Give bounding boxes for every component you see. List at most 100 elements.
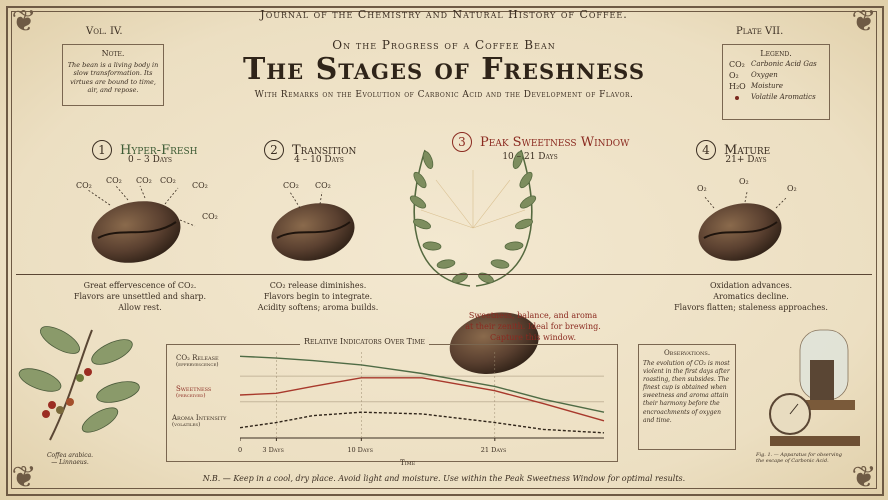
legend-label: Moisture xyxy=(751,82,784,90)
stage-1-description: Great effervescence of CO₂. Flavors are … xyxy=(60,280,220,314)
legend-symbol xyxy=(729,93,751,102)
x-tick-label: 3 Days xyxy=(262,446,284,454)
stage-name: Hyper-Fresh xyxy=(120,142,198,158)
note-title: Note. xyxy=(101,49,125,58)
x-axis-label: Time xyxy=(400,459,416,467)
stage-number: 1 xyxy=(92,140,112,160)
o2-label: O₂ xyxy=(697,184,707,193)
stage-number: 3 xyxy=(452,132,472,152)
stage-desc-line: Flavors flatten; staleness approaches. xyxy=(674,303,828,313)
chart-title: Relative Indicators Over Time xyxy=(300,337,429,346)
page-title: The Stages of Freshness xyxy=(242,52,646,87)
supertitle: On the Progress of a Coffee Bean xyxy=(332,38,556,52)
volume-label: Vol. IV. xyxy=(86,26,123,37)
stage-days: 10 – 21 Days xyxy=(502,152,558,162)
legend-symbol: O₂ xyxy=(729,71,739,80)
stage-4-header: 4 Mature xyxy=(696,140,770,160)
co2-label: CO₂ xyxy=(283,181,299,190)
x-tick-label: 0 xyxy=(238,446,243,454)
stage-name: Transition xyxy=(292,142,357,158)
series-name: Sweetness xyxy=(176,385,212,393)
o2-label: O₂ xyxy=(787,184,797,193)
botanical-caption: Coffea arabica. — Linnaeus. xyxy=(30,452,110,466)
stage-3-header: 3 Peak Sweetness Window xyxy=(452,132,629,152)
indicator-chart xyxy=(240,352,605,441)
stage-name: Mature xyxy=(724,142,771,158)
stage-4-description: Oxidation advances. Aromatics decline. F… xyxy=(666,280,836,314)
stage-1-header: 1 Hyper-Fresh xyxy=(92,140,197,160)
series-sublabel: (perceived) xyxy=(176,393,206,400)
coffee-bean-icon xyxy=(698,203,782,261)
legend-symbol: H₂O xyxy=(729,82,746,91)
note-body: The bean is a living body in slow transf… xyxy=(67,61,159,95)
co2-label: CO₂ xyxy=(160,176,176,185)
legend-row: H₂O Moisture xyxy=(729,82,823,91)
timeline-rule xyxy=(16,274,872,275)
laurel-wreath-icon xyxy=(409,149,537,287)
stage-name: Peak Sweetness Window xyxy=(480,134,630,150)
stage-desc-line: Capture this window. xyxy=(490,333,576,343)
legend-row: Volatile Aromatics xyxy=(729,93,823,102)
apparatus-icon xyxy=(769,329,860,446)
co2-label: CO₂ xyxy=(136,176,152,185)
aromatic-dot-icon xyxy=(735,96,739,100)
o2-label: O₂ xyxy=(739,177,749,186)
co2-label: CO₂ xyxy=(202,212,218,221)
corner-flourish-icon: ❦ xyxy=(11,460,37,495)
stage-desc-line: Oxidation advances. xyxy=(710,281,792,290)
legend-title: Legend. xyxy=(760,49,792,58)
stage-desc-line: Allow rest. xyxy=(118,303,162,313)
gas-arrow-icon xyxy=(87,185,787,227)
stage-2-header: 2 Transition xyxy=(264,140,356,160)
co2-label: CO₂ xyxy=(76,181,92,190)
legend-row: O₂ Oxygen xyxy=(729,71,823,80)
stage-3-description: Sweetness, balance, and aroma at their z… xyxy=(448,310,618,344)
series-line-2 xyxy=(240,411,605,434)
stage-number: 2 xyxy=(264,140,284,160)
series-name: Aroma Intensity xyxy=(172,414,227,422)
stage-2-description: CO₂ release diminishes. Flavors begin to… xyxy=(238,280,398,314)
stage-desc-line: at their zenith. Ideal for brewing. xyxy=(465,322,601,332)
stage-desc-line: Flavors begin to integrate. xyxy=(263,292,373,302)
stage-desc-line: CO₂ release diminishes. xyxy=(269,281,367,290)
series-label-aroma: Aroma Intensity (volatiles) xyxy=(172,414,238,429)
footnote: N.B. — Keep in a cool, dry place. Avoid … xyxy=(202,474,686,483)
note-box: Note. The bean is a living body in slow … xyxy=(62,44,164,106)
apparatus-caption: Fig. 1. — Apparatus for observing the es… xyxy=(756,452,866,464)
co2-label: CO₂ xyxy=(106,176,122,185)
caption-line: Fig. 1. — Apparatus for observing xyxy=(756,452,842,458)
legend-symbol: CO₂ xyxy=(729,60,745,69)
stage-days: 0 – 3 Days xyxy=(128,155,172,165)
observations-title: Observations. xyxy=(663,349,711,357)
stage-desc-line: Aromatics decline. xyxy=(713,292,789,302)
legend-box: Legend. CO₂ Carbonic Acid Gas O₂ Oxygen H₂… xyxy=(722,44,830,120)
series-sublabel: (effervescence) xyxy=(176,362,219,369)
legend-label: Oxygen xyxy=(751,71,778,79)
caption-line: — Linnaeus. xyxy=(51,459,89,466)
plate-label: Plate VII. xyxy=(736,26,784,37)
co2-label: CO₂ xyxy=(192,181,208,190)
journal-name: Journal of the Chemistry and Natural His… xyxy=(260,8,628,21)
x-tick-label: 21 Days xyxy=(480,446,507,454)
outer-border xyxy=(6,6,884,496)
sunburst-icon xyxy=(420,170,526,229)
corner-flourish-icon: ❦ xyxy=(11,4,37,39)
page-subtitle: With Remarks on the Evolution of Carboni… xyxy=(254,90,634,100)
stage-days: 4 – 10 Days xyxy=(294,155,344,165)
legend-label: Carbonic Acid Gas xyxy=(751,60,817,68)
observations-box: Observations. The evolution of CO₂ is mo… xyxy=(638,344,736,450)
coffee-bean-icon xyxy=(449,312,539,374)
series-sublabel: (volatiles) xyxy=(172,422,201,429)
series-line-1 xyxy=(240,377,605,422)
x-tick-label: 10 Days xyxy=(347,446,374,454)
legend-label: Volatile Aromatics xyxy=(751,93,816,101)
stage-desc-line: Flavors are unsettled and sharp. xyxy=(73,292,207,302)
stage-desc-line: Great effervescence of CO₂. xyxy=(83,281,197,290)
corner-flourish-icon: ❦ xyxy=(851,4,877,39)
caption-line: Coffea arabica. xyxy=(46,452,94,459)
stage-number: 4 xyxy=(696,140,716,160)
coffee-bean-icon xyxy=(271,203,355,261)
series-label-co2: CO₂ Release (effervescence) xyxy=(176,354,236,369)
